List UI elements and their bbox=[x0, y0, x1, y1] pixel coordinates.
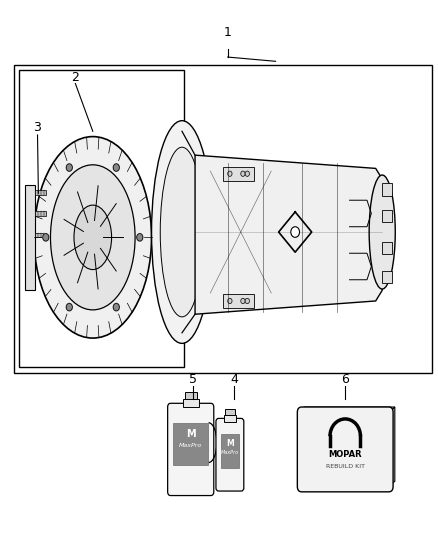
Circle shape bbox=[43, 233, 49, 241]
Bar bbox=[14, 65, 432, 373]
Ellipse shape bbox=[50, 165, 135, 310]
Bar bbox=[185, 392, 197, 399]
Text: 6: 6 bbox=[341, 373, 349, 386]
Circle shape bbox=[241, 171, 245, 176]
Circle shape bbox=[66, 303, 72, 311]
Circle shape bbox=[137, 233, 143, 241]
Bar bbox=[35, 212, 46, 216]
Polygon shape bbox=[195, 155, 382, 314]
Circle shape bbox=[245, 171, 250, 176]
Ellipse shape bbox=[152, 120, 212, 343]
Bar bbox=[224, 415, 236, 422]
Text: MaxPro: MaxPro bbox=[179, 443, 202, 448]
Text: MOPAR: MOPAR bbox=[328, 450, 362, 459]
Circle shape bbox=[291, 227, 300, 237]
FancyBboxPatch shape bbox=[168, 403, 214, 496]
FancyBboxPatch shape bbox=[297, 407, 393, 492]
Bar bbox=[382, 210, 392, 222]
Bar bbox=[19, 70, 184, 367]
Bar bbox=[382, 241, 392, 254]
Circle shape bbox=[113, 303, 119, 311]
Text: 2: 2 bbox=[71, 70, 79, 84]
Circle shape bbox=[241, 298, 245, 304]
Bar bbox=[223, 167, 254, 181]
Circle shape bbox=[228, 171, 232, 176]
Bar bbox=[223, 294, 254, 308]
Bar bbox=[25, 185, 35, 290]
Circle shape bbox=[113, 164, 119, 171]
Bar bbox=[382, 271, 392, 284]
Bar bbox=[35, 232, 46, 237]
Bar bbox=[382, 183, 392, 196]
Text: 5: 5 bbox=[189, 373, 197, 386]
Ellipse shape bbox=[74, 205, 112, 270]
Bar bbox=[221, 433, 239, 468]
Ellipse shape bbox=[369, 175, 395, 289]
Text: M: M bbox=[226, 439, 234, 448]
Polygon shape bbox=[302, 407, 395, 413]
Bar bbox=[183, 399, 198, 407]
Text: 4: 4 bbox=[230, 373, 238, 386]
Text: M: M bbox=[186, 429, 195, 439]
Text: REBUILD KIT: REBUILD KIT bbox=[326, 464, 365, 469]
FancyBboxPatch shape bbox=[216, 418, 244, 491]
Ellipse shape bbox=[160, 147, 204, 317]
Ellipse shape bbox=[34, 136, 152, 338]
Text: MaxPro: MaxPro bbox=[221, 449, 239, 455]
Bar bbox=[173, 423, 208, 465]
Circle shape bbox=[66, 164, 72, 171]
Circle shape bbox=[228, 298, 232, 304]
Bar bbox=[35, 190, 46, 195]
Text: 3: 3 bbox=[34, 121, 42, 134]
Bar bbox=[225, 409, 235, 415]
Text: 1: 1 bbox=[224, 26, 232, 38]
Polygon shape bbox=[389, 407, 395, 487]
Circle shape bbox=[245, 298, 250, 304]
